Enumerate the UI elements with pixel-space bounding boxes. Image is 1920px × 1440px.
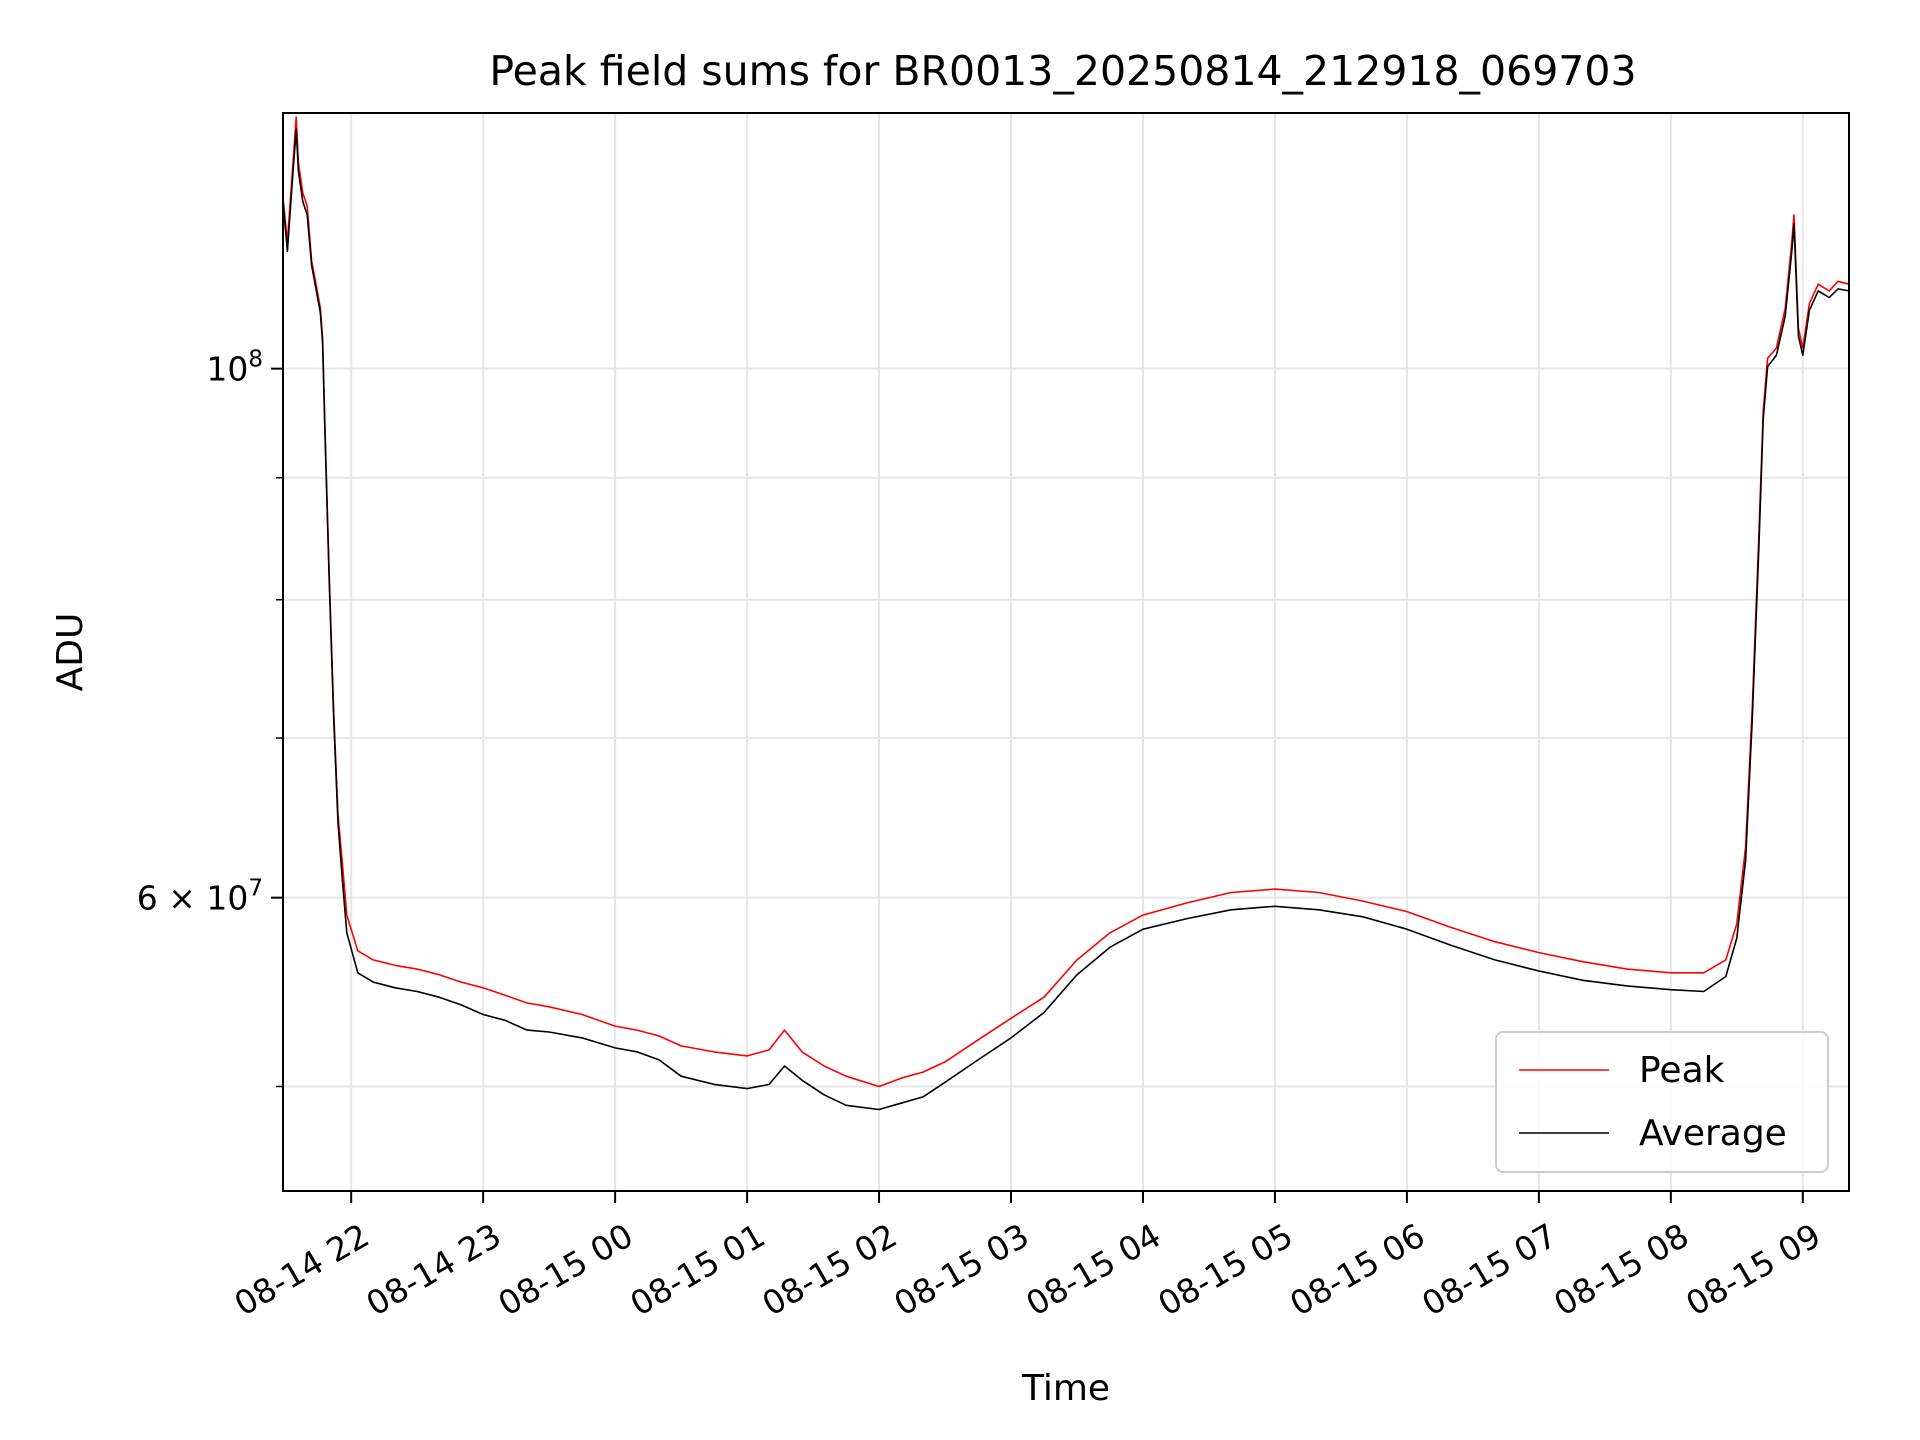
plot-frame	[282, 112, 1850, 1192]
y-axis-label: ADU	[50, 613, 91, 692]
y-tick-label: 108	[206, 347, 263, 389]
legend: Peak Average	[1495, 1031, 1829, 1173]
x-axis-label: Time	[1021, 1368, 1110, 1409]
legend-label: Average	[1639, 1113, 1787, 1154]
y-axis: 108 6 × 107	[137, 347, 283, 1088]
series-line-average	[282, 128, 1850, 1111]
y-tick-label: 6 × 107	[137, 876, 263, 918]
chart-title: Peak field sums for BR0013_20250814_2129…	[489, 47, 1636, 95]
series-lines	[282, 116, 1850, 1111]
legend-box	[1495, 1031, 1829, 1173]
legend-label: Peak	[1639, 1050, 1725, 1091]
